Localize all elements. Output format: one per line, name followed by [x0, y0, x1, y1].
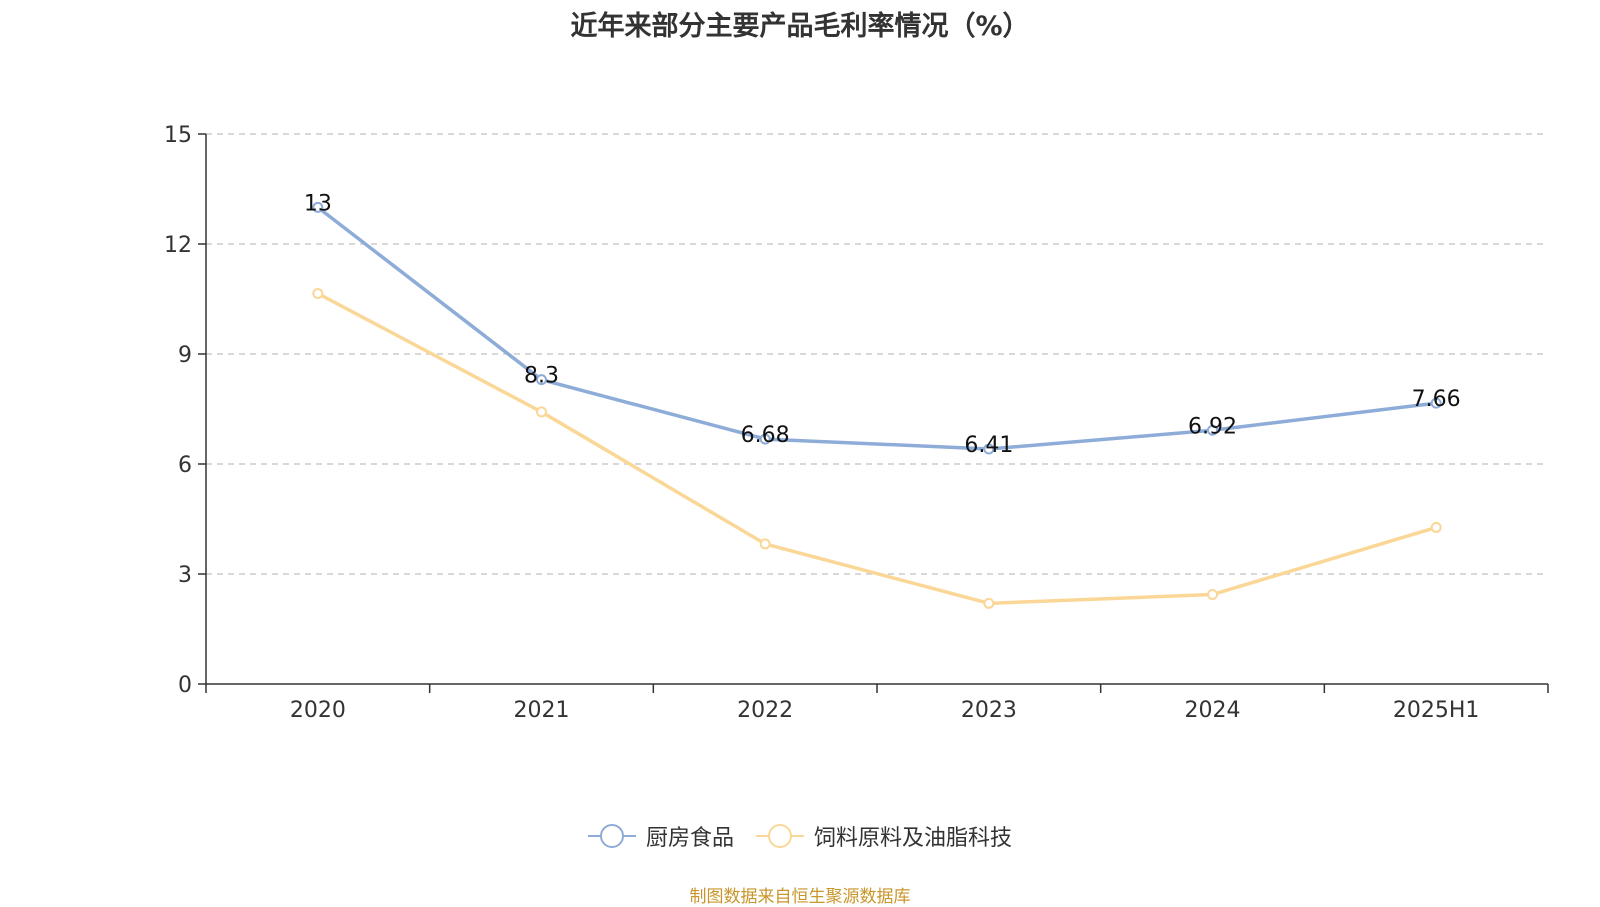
- grid-lines: [206, 133, 1548, 575]
- data-point: [759, 433, 771, 445]
- legend-swatch-icon: [587, 824, 636, 848]
- axes: 0 3 6 9 12 15 2020 2021 2022 2023 2024 2025H1: [164, 123, 1549, 723]
- x-tick-label: 2024: [1185, 698, 1241, 723]
- data-point: [759, 538, 771, 550]
- data-label: 13: [304, 191, 332, 216]
- y-tick-label: 6: [178, 453, 192, 478]
- data-labels: 13 8.3 6.68 6.41 6.92 7.66: [304, 191, 1461, 458]
- data-point: [1207, 424, 1218, 436]
- data-point: [983, 443, 995, 455]
- data-point: [312, 288, 324, 299]
- data-point: [1207, 589, 1218, 601]
- x-tick-label: 2020: [290, 698, 346, 723]
- x-tick-label: 2025H1: [1393, 698, 1480, 723]
- series-layer: [312, 201, 1442, 609]
- x-tick-label: 2023: [961, 698, 1017, 723]
- legend: 厨房食品 饲料原料及油脂科技: [0, 820, 1600, 852]
- data-label: 8.3: [524, 364, 559, 389]
- y-tick-label: 0: [178, 673, 192, 698]
- data-source-note: 制图数据来自恒生聚源数据库: [689, 887, 911, 907]
- y-tick-label: 9: [178, 343, 192, 368]
- chart-title: 近年来部分主要产品毛利率情况（%）: [570, 11, 1030, 42]
- legend-label: 厨房食品: [645, 826, 734, 851]
- data-point: [983, 597, 995, 609]
- data-label: 7.66: [1412, 387, 1461, 412]
- data-point: [312, 201, 324, 213]
- data-point: [536, 374, 547, 386]
- legend-item[interactable]: 厨房食品: [587, 820, 734, 852]
- y-tick-label: 12: [164, 233, 192, 258]
- y-tick-label: 15: [164, 123, 192, 148]
- data-label: 6.41: [964, 433, 1013, 458]
- series-line: [316, 205, 1437, 451]
- x-tick-label: 2022: [737, 698, 793, 723]
- legend-label: 饲料原料及油脂科技: [814, 826, 1013, 851]
- data-label: 6.92: [1188, 414, 1237, 439]
- legend-item[interactable]: 饲料原料及油脂科技: [756, 820, 1012, 852]
- y-tick-label: 3: [178, 563, 192, 588]
- data-label: 6.68: [741, 423, 790, 448]
- data-point: [536, 406, 547, 418]
- data-point: [1430, 521, 1442, 533]
- series-line: [317, 291, 1437, 606]
- data-point: [1430, 397, 1442, 409]
- legend-swatch-icon: [756, 824, 804, 848]
- x-tick-label: 2021: [514, 698, 570, 723]
